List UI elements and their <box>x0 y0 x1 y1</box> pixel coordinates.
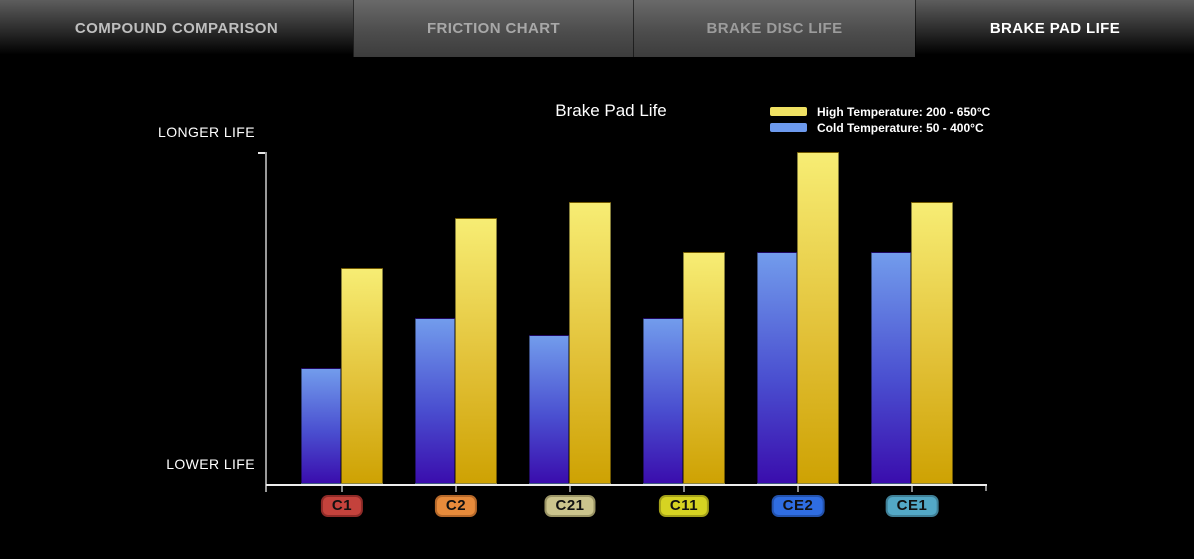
legend-label: Cold Temperature: 50 - 400°C <box>817 120 984 135</box>
legend: High Temperature: 200 - 650°C Cold Temper… <box>770 104 990 136</box>
bar-cold-c11 <box>643 318 683 484</box>
plot-area: C1 C2 C21 C11 CE2 CE1 <box>267 152 987 517</box>
bar-cold-c1 <box>301 368 341 484</box>
x-axis-tick <box>797 486 799 492</box>
category-badge-c2: C2 <box>434 495 478 517</box>
bar-high-c2 <box>455 218 497 484</box>
category-badge-c1: C1 <box>320 495 364 517</box>
category-badge-ce2: CE2 <box>771 495 825 517</box>
bar-cold-c21 <box>529 335 569 484</box>
bar-high-ce2 <box>797 152 839 484</box>
chart-title: Brake Pad Life <box>555 101 667 120</box>
x-axis-line <box>266 484 987 486</box>
legend-swatch <box>770 123 807 132</box>
bar-cold-c2 <box>415 318 455 484</box>
category-badge-c21: C21 <box>544 495 596 517</box>
y-axis-label-longer-life: LONGER LIFE <box>158 124 255 140</box>
category-badge-c11: C11 <box>658 495 710 517</box>
bar-cold-ce2 <box>757 252 797 484</box>
category-badge-ce1: CE1 <box>885 495 939 517</box>
legend-item: High Temperature: 200 - 650°C <box>770 104 990 119</box>
x-axis-tick <box>341 486 343 492</box>
legend-label: High Temperature: 200 - 650°C <box>817 104 991 119</box>
x-axis-tick <box>911 486 913 492</box>
bar-high-c1 <box>341 268 383 484</box>
y-axis-top-tick <box>258 152 266 154</box>
tab-compound-comparison[interactable]: COMPOUND COMPARISON <box>0 0 353 57</box>
bar-cold-ce1 <box>871 252 911 484</box>
x-axis-tick <box>683 486 685 492</box>
tab-friction-chart[interactable]: FRICTION CHART <box>353 0 633 57</box>
y-axis-line <box>265 152 267 492</box>
tab-brake-pad-life[interactable]: BRAKE PAD LIFE <box>915 0 1194 57</box>
x-axis-end-tick <box>985 486 987 491</box>
legend-swatch <box>770 107 807 116</box>
bar-high-c11 <box>683 252 725 484</box>
bar-high-c21 <box>569 202 611 484</box>
y-axis-label-lower-life: LOWER LIFE <box>166 456 255 472</box>
legend-item: Cold Temperature: 50 - 400°C <box>770 120 990 135</box>
x-axis-tick <box>455 486 457 492</box>
x-axis-tick <box>569 486 571 492</box>
tab-bar: COMPOUND COMPARISON FRICTION CHART BRAKE… <box>0 0 1194 57</box>
tab-brake-disc-life[interactable]: BRAKE DISC LIFE <box>633 0 915 57</box>
bar-high-ce1 <box>911 202 953 484</box>
